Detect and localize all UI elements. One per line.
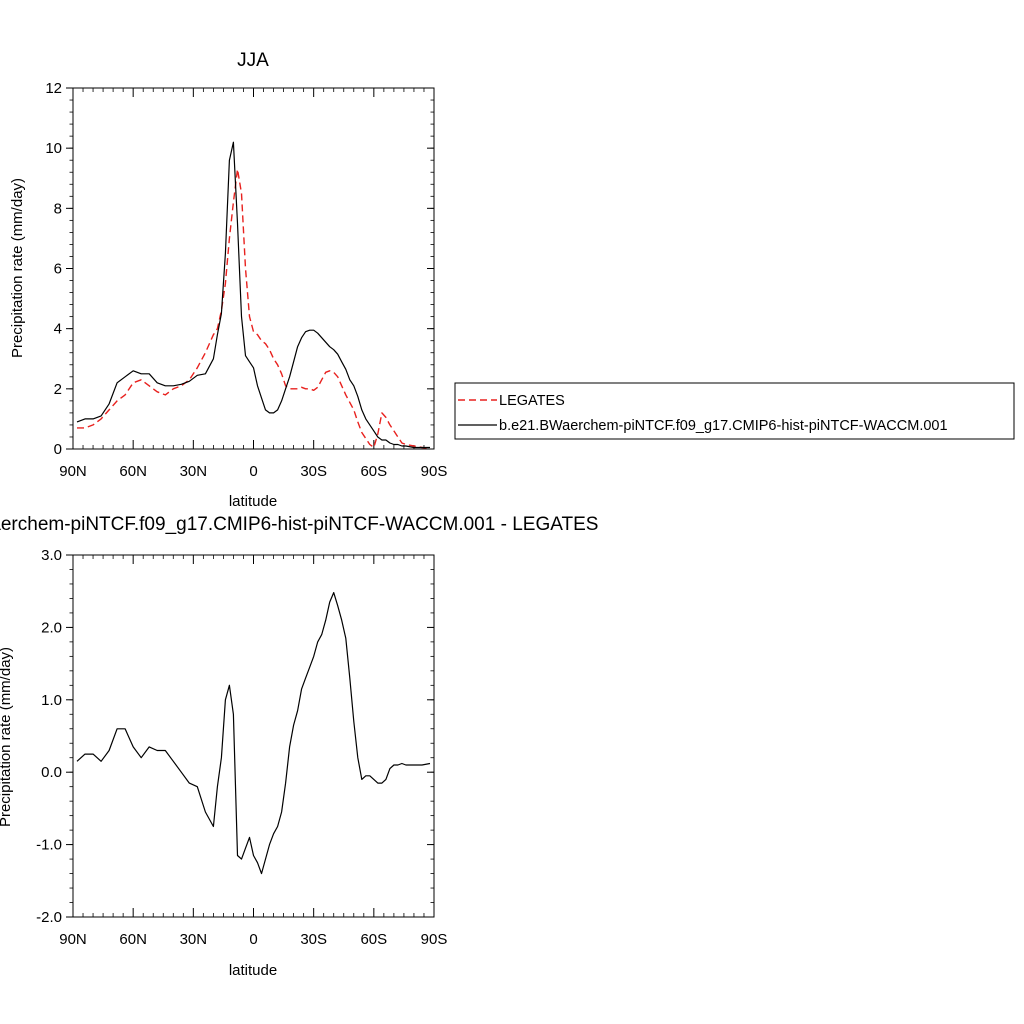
model-series-line [76,141,430,449]
top-y-axis-label: Precipitation rate (mm/day) [9,178,26,358]
x-tick-label: 60S [360,463,387,480]
y-tick-label: 8 [54,200,62,217]
bottom-chart-title: b.e21.BWaerchem-piNTCF.f09_g17.CMIP6-his… [0,514,598,535]
y-tick-label: 3.0 [41,547,62,564]
x-tick-label: 90S [421,463,448,480]
y-tick-label: 2.0 [41,619,62,636]
x-tick-label: 60S [360,931,387,948]
legend-label-model: b.e21.BWaerchem-piNTCF.f09_g17.CMIP6-his… [499,418,948,434]
x-tick-label: 90N [59,463,87,480]
bottom-series [76,591,431,875]
x-tick-label: 30N [180,463,208,480]
top-ticks: 90N 60N 30N 0 30S 60S 90S 0 2 4 6 8 10 12 [45,80,447,480]
top-x-axis-label: latitude [229,493,277,510]
legend-label-legates: LEGATES [499,393,565,409]
y-tick-label: 0 [54,441,62,458]
x-tick-label: 90N [59,931,87,948]
top-plot-frame [72,87,435,450]
y-tick-label: 6 [54,261,62,278]
bottom-plot-frame [72,554,435,918]
y-tick-label: 2 [54,381,62,398]
x-tick-label: 30N [180,931,208,948]
top-panel: JJA Precipitation rate (mm/day) latitude… [9,50,447,510]
top-series [76,141,431,450]
x-tick-label: 0 [249,463,257,480]
x-tick-label: 60N [119,463,147,480]
y-tick-label: -2.0 [36,909,62,926]
y-tick-label: 10 [45,140,62,157]
x-tick-label: 0 [249,931,257,948]
x-tick-label: 30S [300,463,327,480]
y-tick-label: 1.0 [41,692,62,709]
legend: LEGATES b.e21.BWaerchem-piNTCF.f09_g17.C… [454,382,1015,440]
x-tick-label: 60N [119,931,147,948]
bottom-y-axis-label: Precipitation rate (mm/day) [0,647,14,827]
top-chart-title: JJA [237,50,269,71]
y-tick-label: 4 [54,321,62,338]
difference-series-line [76,591,431,875]
y-tick-label: 0.0 [41,764,62,781]
x-tick-label: 30S [300,931,327,948]
y-tick-label: 12 [45,80,62,97]
legend-box [454,382,1015,440]
legates-series-line [77,168,431,450]
x-tick-label: 90S [421,931,448,948]
y-tick-label: -1.0 [36,837,62,854]
bottom-ticks: 90N 60N 30N 0 30S 60S 90S -2.0 -1.0 0.0 1.0 2.0 3.0 [36,547,447,948]
bottom-panel: b.e21.BWaerchem-piNTCF.f09_g17.CMIP6-his… [0,514,598,979]
bottom-x-axis-label: latitude [229,962,277,979]
